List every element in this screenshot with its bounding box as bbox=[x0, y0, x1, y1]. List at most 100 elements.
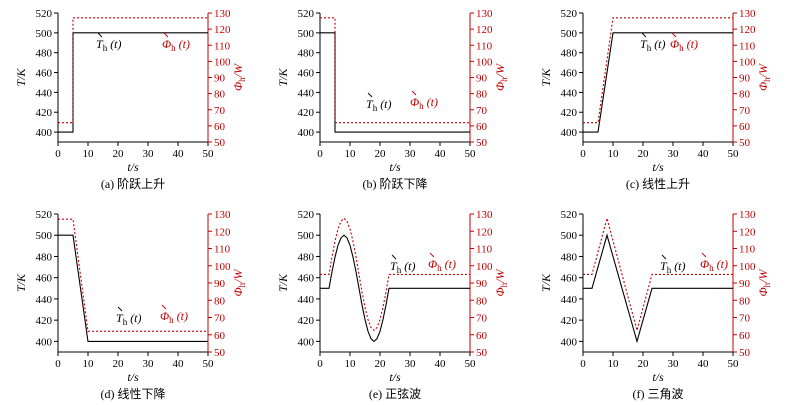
y-tick-label: 480 bbox=[561, 251, 578, 263]
x-tick-label: 20 bbox=[113, 358, 125, 370]
y2-tick-label: 110 bbox=[476, 244, 493, 256]
x-tick-label: 30 bbox=[143, 148, 155, 160]
y-tick-label: 460 bbox=[561, 273, 578, 285]
y2-tick-label: 60 bbox=[214, 330, 226, 342]
x-tick-label: 40 bbox=[698, 358, 710, 370]
temperature-annotation: Th (t) bbox=[390, 259, 416, 275]
y-tick-label: 420 bbox=[298, 107, 315, 119]
y-tick-label: 400 bbox=[36, 336, 53, 348]
y-tick-label: 440 bbox=[298, 294, 315, 306]
temperature-annotation: Th (t) bbox=[660, 259, 686, 275]
y2-tick-label: 130 bbox=[476, 209, 493, 221]
x-tick-label: 50 bbox=[465, 358, 477, 370]
x-tick-label: 30 bbox=[405, 358, 417, 370]
y2-tick-label: 100 bbox=[476, 261, 493, 273]
y2-tick-label: 50 bbox=[476, 137, 488, 149]
y-axis-label: T/K bbox=[539, 68, 553, 87]
y-tick-label: 400 bbox=[298, 336, 315, 348]
heat-flux-series-line bbox=[58, 17, 208, 124]
x-tick-label: 10 bbox=[83, 358, 95, 370]
y-tick-label: 440 bbox=[561, 87, 578, 99]
annotation-pointer bbox=[161, 304, 167, 310]
y2-tick-label: 120 bbox=[476, 226, 493, 238]
y2-axis-label: Φh/W bbox=[231, 269, 247, 297]
panel-caption: (f) 三角波 bbox=[633, 387, 684, 401]
y2-tick-label: 50 bbox=[739, 347, 751, 359]
y2-tick-label: 60 bbox=[476, 121, 488, 133]
y-tick-label: 500 bbox=[298, 28, 315, 40]
heat-flux-annotation: Φh (t) bbox=[700, 257, 728, 273]
annotation-pointer bbox=[701, 252, 707, 258]
y-tick-label: 460 bbox=[298, 68, 315, 80]
y2-tick-label: 120 bbox=[214, 226, 231, 238]
annotation-pointer bbox=[661, 254, 667, 260]
y-tick-label: 480 bbox=[298, 48, 315, 60]
y2-tick-label: 70 bbox=[214, 105, 226, 117]
y-tick-label: 400 bbox=[561, 127, 578, 139]
y2-tick-label: 80 bbox=[214, 89, 226, 101]
annotation-pointer bbox=[429, 252, 435, 258]
y2-tick-label: 80 bbox=[739, 295, 751, 307]
x-tick-label: 50 bbox=[203, 358, 215, 370]
y2-tick-label: 130 bbox=[739, 8, 756, 20]
x-tick-label: 30 bbox=[143, 358, 155, 370]
y-tick-label: 400 bbox=[561, 336, 578, 348]
heat-flux-series-line bbox=[583, 216, 733, 333]
y2-tick-label: 50 bbox=[739, 137, 751, 149]
y2-tick-label: 80 bbox=[476, 89, 488, 101]
temperature-annotation: Th (t) bbox=[116, 311, 142, 327]
temperature-annotation: Th (t) bbox=[96, 37, 122, 53]
y2-axis-label: Φh/W bbox=[493, 63, 509, 91]
y2-axis-label: Φh/W bbox=[231, 63, 247, 91]
y2-tick-label: 90 bbox=[739, 73, 751, 85]
temperature-series-line bbox=[320, 234, 470, 343]
x-tick-label: 10 bbox=[345, 148, 357, 160]
heat-flux-annotation: Φh (t) bbox=[410, 95, 438, 111]
annotation-pointer bbox=[367, 92, 373, 98]
y-tick-label: 480 bbox=[561, 48, 578, 60]
y2-tick-label: 110 bbox=[739, 244, 756, 256]
x-tick-label: 40 bbox=[173, 358, 185, 370]
y2-tick-label: 60 bbox=[739, 121, 751, 133]
annotation-pointer bbox=[671, 32, 677, 38]
x-axis-label: t/s bbox=[127, 370, 139, 384]
y-tick-label: 520 bbox=[298, 209, 315, 221]
heat-flux-annotation: Φh (t) bbox=[428, 257, 456, 273]
temperature-annotation: Th (t) bbox=[640, 37, 666, 53]
y-axis-label: T/K bbox=[276, 68, 290, 87]
x-tick-label: 20 bbox=[638, 358, 650, 370]
panel-caption: (a) 阶跃上升 bbox=[101, 177, 165, 191]
x-tick-label: 30 bbox=[668, 358, 680, 370]
y-tick-label: 480 bbox=[36, 251, 53, 263]
y2-tick-label: 70 bbox=[739, 313, 751, 325]
x-tick-label: 50 bbox=[203, 148, 215, 160]
y2-tick-label: 50 bbox=[214, 137, 226, 149]
annotation-pointer bbox=[117, 306, 123, 312]
heat-flux-annotation: Φh (t) bbox=[162, 37, 190, 53]
y2-tick-label: 100 bbox=[214, 261, 231, 273]
y2-tick-label: 90 bbox=[739, 278, 751, 290]
temperature-annotation: Th (t) bbox=[366, 97, 392, 113]
y-tick-label: 400 bbox=[36, 127, 53, 139]
y-tick-label: 520 bbox=[561, 209, 578, 221]
y-axis-label: T/K bbox=[14, 273, 28, 292]
y-tick-label: 400 bbox=[298, 127, 315, 139]
y2-tick-label: 120 bbox=[476, 24, 493, 36]
annotation-pointer bbox=[97, 32, 103, 38]
annotation-pointer bbox=[391, 254, 397, 260]
y-axis-label: T/K bbox=[276, 273, 290, 292]
y2-tick-label: 130 bbox=[739, 209, 756, 221]
y2-axis-label: Φh/W bbox=[756, 63, 772, 91]
y-tick-label: 420 bbox=[561, 107, 578, 119]
y2-tick-label: 110 bbox=[739, 40, 756, 52]
y2-tick-label: 70 bbox=[739, 105, 751, 117]
x-axis-label: t/s bbox=[652, 370, 664, 384]
x-tick-label: 10 bbox=[608, 358, 620, 370]
x-tick-label: 30 bbox=[405, 148, 417, 160]
y2-tick-label: 70 bbox=[476, 313, 488, 325]
y-tick-label: 460 bbox=[36, 68, 53, 80]
x-tick-label: 0 bbox=[317, 358, 323, 370]
y2-axis-label: Φh/W bbox=[493, 269, 509, 297]
x-tick-label: 10 bbox=[608, 148, 620, 160]
